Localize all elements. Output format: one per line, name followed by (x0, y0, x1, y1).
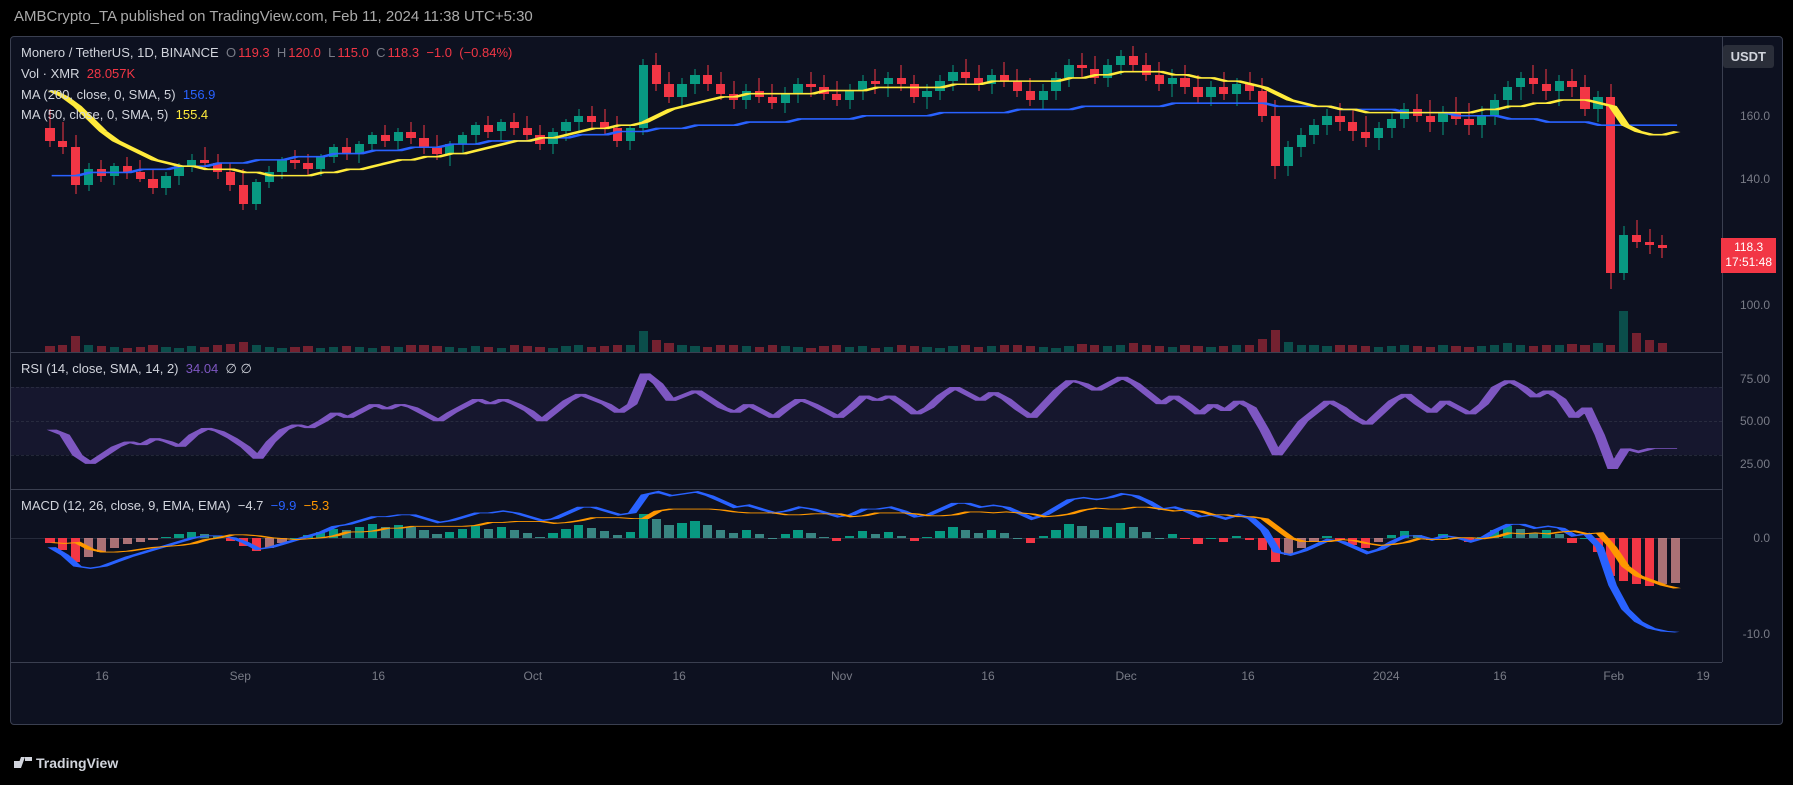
price-pane[interactable]: USDT Monero / TetherUS, 1D, BINANCE 119.… (11, 37, 1722, 353)
ma200-value: 156.9 (183, 87, 216, 102)
tradingview-logo[interactable]: TradingView (14, 755, 118, 771)
ma50-value: 155.4 (176, 107, 209, 122)
xtick: Sep (230, 669, 251, 683)
symbol-name[interactable]: Monero / TetherUS, 1D, BINANCE (21, 45, 219, 60)
xtick: Nov (831, 669, 852, 683)
macd-legend: MACD (12, 26, close, 9, EMA, EMA) −4.7 −… (21, 496, 329, 517)
price-legend: Monero / TetherUS, 1D, BINANCE 119.3 120… (21, 43, 512, 126)
ohlc-open: 119.3 (226, 45, 270, 60)
ma200-label: MA (200, close, 0, SMA, 5) (21, 87, 176, 102)
xtick: 16 (1241, 669, 1254, 683)
currency-badge[interactable]: USDT (1723, 45, 1774, 68)
macd-label: MACD (12, 26, close, 9, EMA, EMA) (21, 498, 231, 513)
xtick: 16 (95, 669, 108, 683)
macd-macd-val: −9.9 (271, 498, 297, 513)
ohlc-low: 115.0 (328, 45, 369, 60)
rsi-legend: RSI (14, close, SMA, 14, 2) 34.04 ∅ ∅ (21, 359, 252, 380)
xtick: Feb (1603, 669, 1624, 683)
rsi-label: RSI (14, close, SMA, 14, 2) (21, 361, 179, 376)
xtick: 16 (981, 669, 994, 683)
time-axis[interactable]: 16 Sep 16 Oct 16 Nov 16 Dec 16 2024 16 Feb 19 (11, 662, 1722, 724)
vol-value: 28.057K (87, 66, 135, 81)
ohlc-close: 118.3 (376, 45, 419, 60)
rsi-line (11, 353, 1722, 489)
macd-pane[interactable]: MACD (12, 26, close, 9, EMA, EMA) −4.7 −… (11, 490, 1722, 662)
macd-sig-val: −5.3 (304, 498, 330, 513)
publish-header: AMBCrypto_TA published on TradingView.co… (0, 0, 1793, 33)
chg-pct: (−0.84%) (459, 45, 512, 60)
rsi-extra: ∅ ∅ (226, 361, 252, 376)
xtick: 2024 (1373, 669, 1400, 683)
xtick: 16 (372, 669, 385, 683)
xtick: 16 (1493, 669, 1506, 683)
rsi-pane[interactable]: RSI (14, close, SMA, 14, 2) 34.04 ∅ ∅ 25… (11, 353, 1722, 490)
chg-abs: −1.0 (426, 45, 452, 60)
last-price-badge: 118.3 17:51:48 (1721, 238, 1776, 273)
vol-label: Vol · XMR (21, 66, 80, 81)
xtick: 16 (672, 669, 685, 683)
ma50-label: MA (50, close, 0, SMA, 5) (21, 107, 168, 122)
ohlc-high: 120.0 (277, 45, 321, 60)
macd-hist-val: −4.7 (238, 498, 264, 513)
chart-container: USDT Monero / TetherUS, 1D, BINANCE 119.… (10, 36, 1783, 725)
xtick: 19 (1696, 669, 1709, 683)
rsi-value: 34.04 (186, 361, 219, 376)
value-axis[interactable] (1722, 37, 1782, 662)
xtick: Dec (1115, 669, 1136, 683)
xtick: Oct (524, 669, 543, 683)
